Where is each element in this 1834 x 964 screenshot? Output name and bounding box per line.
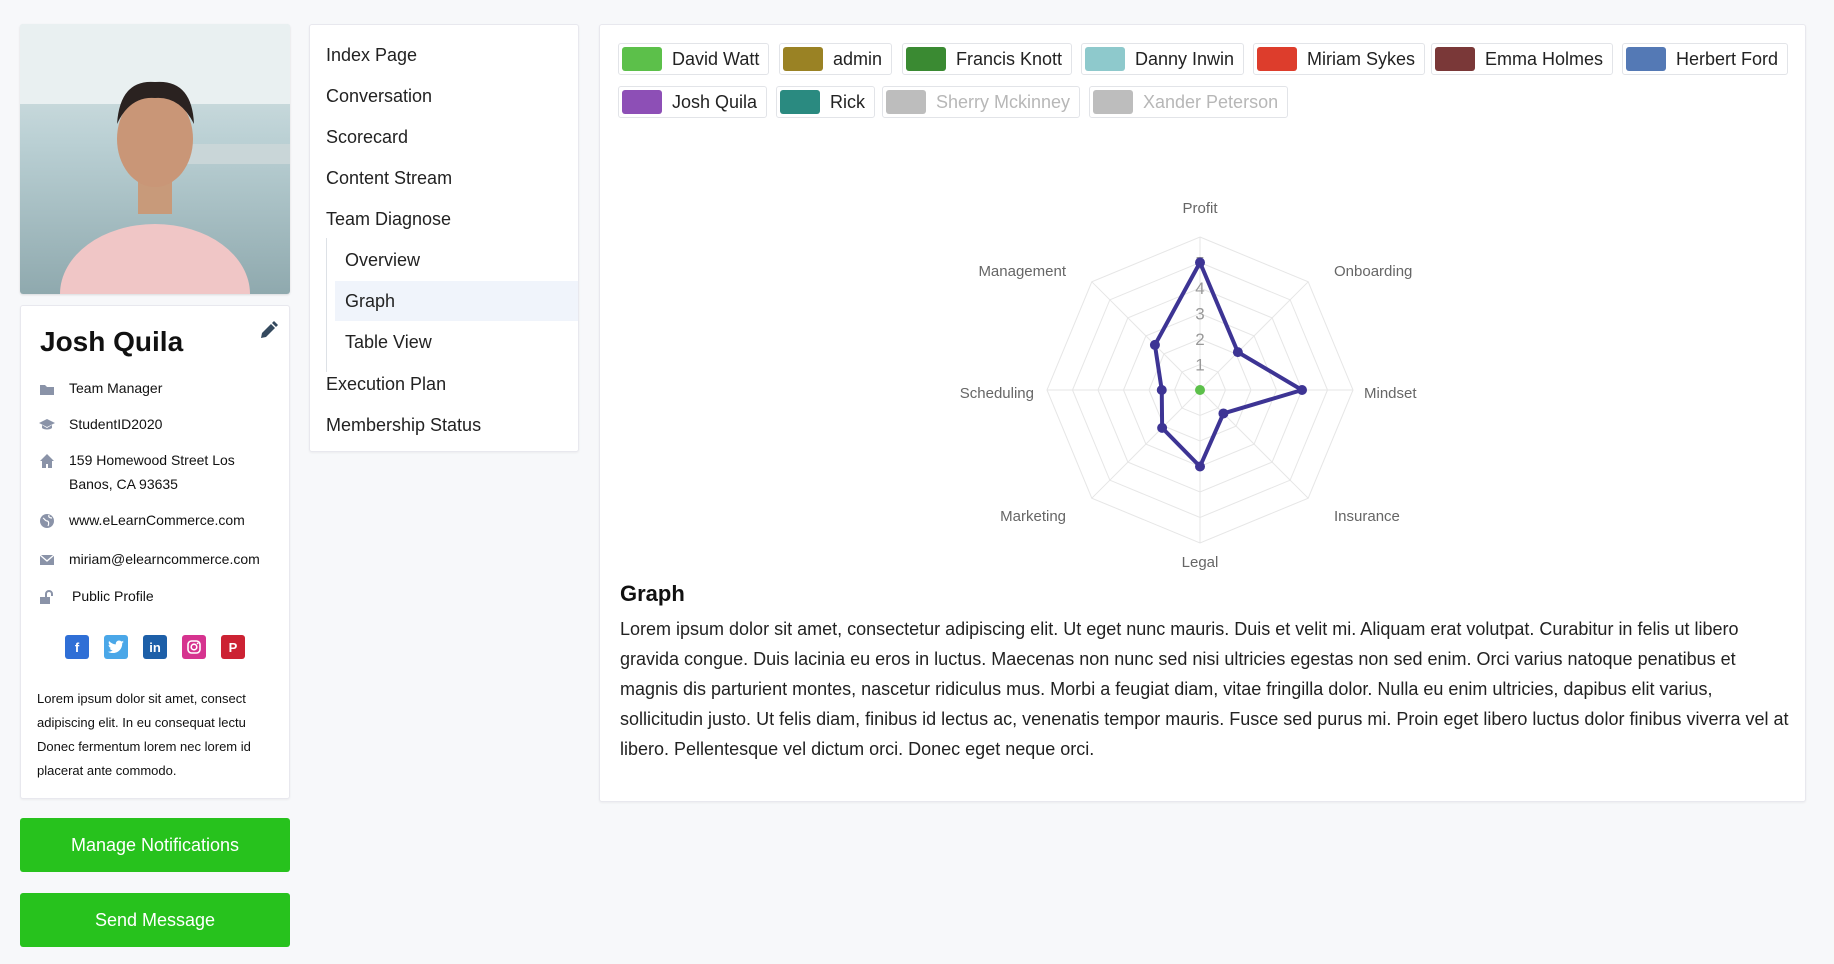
legend-item-sherry-mckinney[interactable]: Sherry Mckinney (882, 86, 1081, 118)
legend-item-rick[interactable]: Rick (776, 86, 875, 118)
radar-axis-label-scheduling: Scheduling (960, 385, 1034, 402)
radar-center-point (1195, 385, 1205, 395)
role-text: Team Manager (69, 380, 163, 396)
profile-card: Josh Quila Team Manager StudentID2020 15… (20, 305, 290, 799)
radar-series-line (1152, 260, 1304, 469)
legend-swatch (1093, 90, 1133, 114)
graph-section-title: Graph (620, 581, 685, 606)
legend-swatch (906, 47, 946, 71)
address-text: 159 Homewood Street Los Banos, CA 93635 (69, 452, 235, 492)
legend-swatch (783, 47, 823, 71)
legend-swatch (886, 90, 926, 114)
subnav-item-table-view[interactable]: Table View (345, 331, 432, 352)
legend-swatch (622, 47, 662, 71)
radar-axis-label-mindset: Mindset (1364, 385, 1417, 402)
nav-item-team-diagnose[interactable]: Team Diagnose (326, 209, 452, 229)
nav-item-index-page[interactable]: Index Page (326, 45, 418, 65)
legend-item-david-watt[interactable]: David Watt (618, 43, 770, 75)
radar-spoke (1091, 389, 1201, 499)
radar-tick-label: 2 (1195, 330, 1204, 349)
home-icon (40, 454, 54, 468)
graph-section-text: Lorem ipsum dolor sit amet, consectetur … (620, 619, 1789, 759)
radar-data-point (1195, 257, 1205, 268)
nav-item-scorecard[interactable]: Scorecard (326, 127, 409, 147)
radar-tick-label: 1 (1195, 356, 1204, 375)
submenu-divider (326, 238, 327, 372)
envelope-icon (39, 554, 55, 565)
radar-axis-label-legal: Legal (1182, 554, 1219, 571)
legend-swatch (1085, 47, 1125, 71)
facebook-icon[interactable]: f (65, 635, 89, 659)
linkedin-icon[interactable]: in (143, 635, 167, 659)
nav-item-membership-status[interactable]: Membership Status (326, 415, 482, 435)
legend-swatch (780, 90, 820, 114)
radar-data-point (1195, 461, 1205, 472)
student-id-text: StudentID2020 (69, 416, 163, 432)
radar-axis-label-onboarding: Onboarding (1334, 263, 1412, 280)
radar-tick-label: 3 (1195, 305, 1204, 324)
profile-photo (20, 24, 290, 294)
radar-spoke (1091, 281, 1201, 391)
legend-item-admin[interactable]: admin (779, 43, 893, 75)
radar-spoke (1199, 281, 1309, 391)
legend-item-xander-peterson[interactable]: Xander Peterson (1089, 86, 1289, 118)
website-link[interactable]: www.eLearnCommerce.com (69, 512, 245, 528)
radar-chart: 12345ProfitOnboardingMindsetInsuranceLeg… (960, 200, 1418, 571)
instagram-icon[interactable] (182, 635, 206, 659)
address-row: 159 Homewood Street Los Banos, CA 93635 (39, 452, 249, 496)
role-row: Team Manager (39, 380, 162, 400)
graph-panel: David Watt admin Francis Knott Danny Inw… (599, 24, 1806, 802)
legend-item-francis-knott[interactable]: Francis Knott (902, 43, 1073, 75)
email-link[interactable]: miriam@elearncommerce.com (69, 551, 260, 567)
radar-data-point (1297, 385, 1307, 395)
radar-data-point (1232, 347, 1243, 358)
legend-item-josh-quila[interactable]: Josh Quila (618, 86, 768, 118)
navigation-menu: Index Page Conversation Scorecard Conten… (309, 24, 579, 452)
globe-icon (40, 514, 54, 528)
nav-item-execution-plan[interactable]: Execution Plan (326, 374, 447, 394)
radar-data-point (1149, 339, 1160, 350)
radar-axis-label-insurance: Insurance (1334, 508, 1400, 525)
student-id-row: StudentID2020 (39, 416, 162, 436)
radar-spoke (1199, 389, 1309, 499)
twitter-icon[interactable] (104, 635, 128, 659)
manage-notifications-button[interactable]: Manage Notifications (20, 818, 290, 872)
radar-data-point (1157, 422, 1168, 433)
legend-swatch (1626, 47, 1666, 71)
legend-item-emma-holmes[interactable]: Emma Holmes (1431, 43, 1614, 75)
nav-item-conversation[interactable]: Conversation (326, 86, 433, 106)
website-row: www.eLearnCommerce.com (39, 512, 245, 532)
social-links: f in P (65, 635, 245, 659)
avatar (20, 24, 290, 294)
radar-axis-label-management: Management (978, 263, 1066, 280)
subnav-item-graph[interactable]: Graph (335, 281, 578, 321)
radar-data-point (1156, 385, 1167, 395)
radar-axis-label-profit: Profit (1182, 200, 1218, 217)
legend-swatch (1435, 47, 1475, 71)
legend-item-herbert-ford[interactable]: Herbert Ford (1622, 43, 1789, 75)
subnav-item-overview[interactable]: Overview (345, 249, 421, 270)
send-message-button[interactable]: Send Message (20, 893, 290, 947)
radar-tick-label: 4 (1195, 279, 1204, 298)
nav-item-content-stream[interactable]: Content Stream (326, 168, 453, 188)
visibility-row: Public Profile (39, 588, 154, 608)
folder-icon (40, 385, 54, 395)
radar-data-point (1218, 408, 1229, 419)
legend-swatch (622, 90, 662, 114)
profile-name: Josh Quila (40, 326, 184, 357)
legend-item-miriam-sykes[interactable]: Miriam Sykes (1253, 43, 1426, 75)
profile-bio: Lorem ipsum dolor sit amet, consect adip… (37, 691, 251, 778)
radar-axis-label-marketing: Marketing (1000, 508, 1066, 525)
legend-swatch (1257, 47, 1297, 71)
email-row: miriam@elearncommerce.com (39, 551, 260, 571)
pencil-icon[interactable] (257, 320, 279, 342)
graduation-cap-icon (39, 419, 55, 430)
visibility-text: Public Profile (72, 588, 154, 604)
pinterest-icon[interactable]: P (221, 635, 245, 659)
unlock-icon (40, 590, 53, 604)
legend-item-danny-inwin[interactable]: Danny Inwin (1081, 43, 1245, 75)
